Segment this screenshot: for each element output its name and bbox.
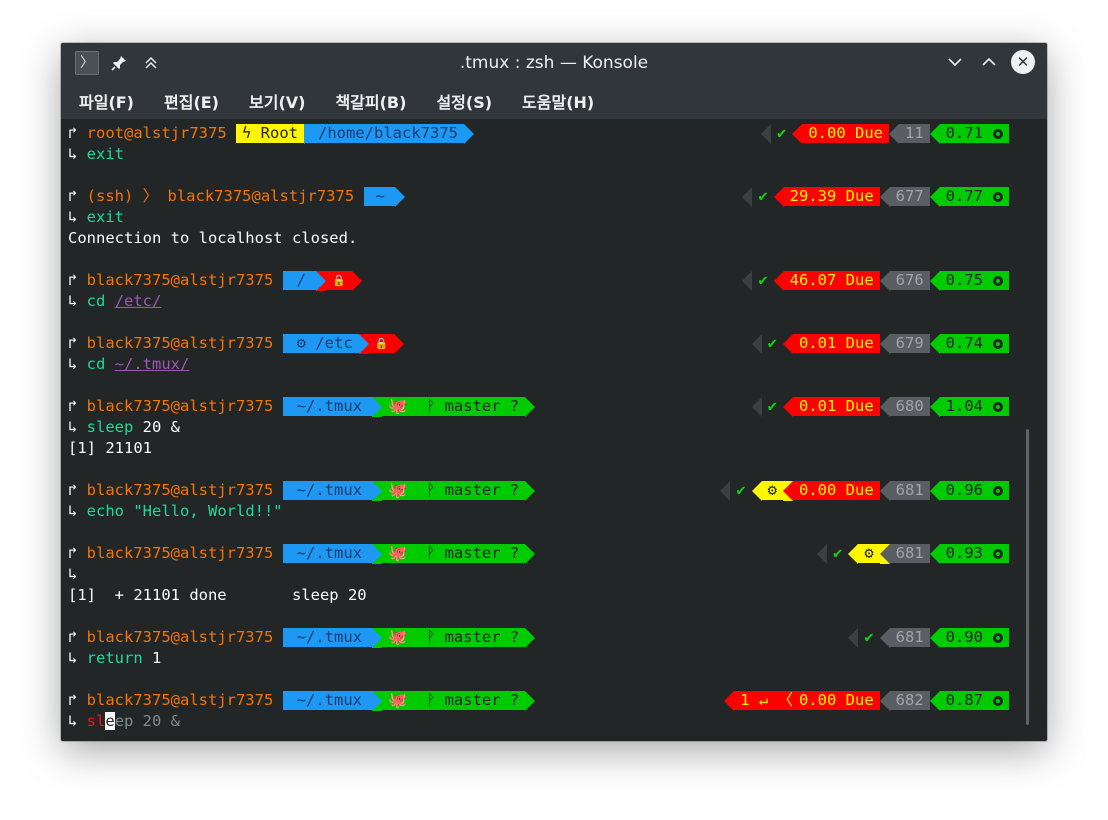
lock-icon: 🔒 bbox=[326, 271, 352, 290]
close-icon[interactable]: ✕ bbox=[1011, 50, 1035, 74]
prompt-line: ↱ black7375@alstjr7375 ~/.tmux 🐙 ᚹ maste… bbox=[68, 627, 1027, 648]
prompt-line: ↱ black7375@alstjr7375 ~/.tmux 🐙 ᚹ maste… bbox=[68, 543, 1027, 564]
menu-bookmarks[interactable]: 책갈피(B) bbox=[335, 93, 407, 112]
menu-bar: 파일(F) 편집(E) 보기(V) 책갈피(B) 설정(S) 도움말(H) bbox=[61, 83, 1047, 119]
prompt-line: ↱ (ssh) 〉 black7375@alstjr7375 ~ ✔ 29.39… bbox=[68, 186, 1027, 207]
path-segment: ~ bbox=[363, 187, 395, 206]
prompt-line: ↱ black7375@alstjr7375 ~/.tmux 🐙 ᚹ maste… bbox=[68, 480, 1027, 501]
window-title: .tmux : zsh — Konsole bbox=[459, 53, 649, 73]
konsole-window: 〉 .tmux : zsh — Konsole ✕ 파일(F) 편집(E) 보기… bbox=[61, 43, 1047, 741]
root-segment: ϟ Root bbox=[236, 124, 304, 143]
jobs-icon: ⚙ bbox=[761, 481, 784, 500]
lock-icon: 🔒 bbox=[368, 334, 395, 353]
scrollbar[interactable] bbox=[1026, 429, 1029, 725]
menu-edit[interactable]: 편집(E) bbox=[164, 93, 219, 112]
title-bar: 〉 .tmux : zsh — Konsole ✕ bbox=[61, 43, 1047, 83]
error-status: 1 ↵ 〈 bbox=[734, 691, 800, 710]
output-line: [1] + 21101 done sleep 20 bbox=[68, 586, 367, 604]
menu-settings[interactable]: 설정(S) bbox=[436, 93, 493, 112]
prompt-line: ↱ black7375@alstjr7375 / 🔒 ✔ 46.07 Due 6… bbox=[68, 270, 1027, 291]
command-line: ↳ cd /etc/ bbox=[68, 292, 162, 310]
prompt-line: ↱ black7375@alstjr7375 ~/.tmux 🐙 ᚹ maste… bbox=[68, 396, 1027, 417]
command-line: ↳ echo "Hello, World!!" bbox=[68, 502, 283, 520]
input-line[interactable]: ↳ sleep 20 & bbox=[68, 712, 181, 730]
command-line: ↳ exit bbox=[68, 208, 124, 226]
keep-above-icon[interactable] bbox=[139, 51, 163, 75]
path-segment: /home/black7375 bbox=[304, 124, 464, 143]
pin-icon[interactable] bbox=[107, 51, 131, 75]
prompt-user: root@alstjr7375 bbox=[86, 124, 227, 142]
prompt-line: ↱ black7375@alstjr7375 ⚙ /etc 🔒 ✔ 0.01 D… bbox=[68, 333, 1027, 354]
text-cursor: e bbox=[105, 712, 115, 730]
menu-help[interactable]: 도움말(H) bbox=[522, 93, 595, 112]
maximize-icon[interactable] bbox=[977, 50, 1001, 74]
git-segment: 🐙 ᚹ master ? bbox=[381, 397, 526, 416]
command-line: ↳ exit bbox=[68, 145, 124, 163]
elapsed-time: 0.00 Due bbox=[802, 124, 889, 143]
prompt-line: ↱ root@alstjr7375 ϟ Root /home/black7375… bbox=[68, 123, 1027, 144]
load-average: 0.71 bbox=[939, 124, 1009, 143]
output-line: [1] 21101 bbox=[68, 439, 152, 457]
menu-file[interactable]: 파일(F) bbox=[79, 93, 134, 112]
terminal-area[interactable]: ↱ root@alstjr7375 ϟ Root /home/black7375… bbox=[61, 119, 1047, 741]
output-line: Connection to localhost closed. bbox=[68, 229, 358, 247]
prompt-line: ↱ black7375@alstjr7375 ~/.tmux 🐙 ᚹ maste… bbox=[68, 690, 1027, 711]
minimize-icon[interactable] bbox=[943, 50, 967, 74]
menu-view[interactable]: 보기(V) bbox=[249, 93, 306, 112]
command-line: ↳ return 1 bbox=[68, 649, 162, 667]
history-count: 11 bbox=[899, 124, 930, 143]
command-line: ↳ sleep 20 & bbox=[68, 418, 181, 436]
command-line: ↳ bbox=[68, 565, 87, 583]
command-line: ↳ cd ~/.tmux/ bbox=[68, 355, 190, 373]
terminal-app-icon[interactable]: 〉 bbox=[75, 51, 99, 75]
